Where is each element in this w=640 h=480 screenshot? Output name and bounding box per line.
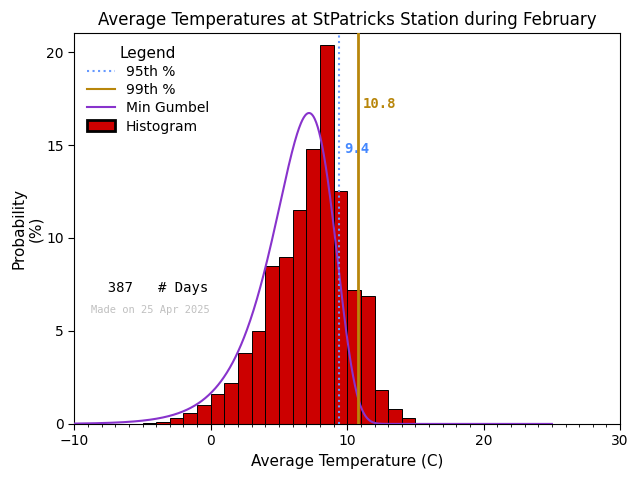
Bar xyxy=(143,423,156,424)
Bar xyxy=(156,422,170,424)
X-axis label: Average Temperature (C): Average Temperature (C) xyxy=(251,454,444,469)
Text: Made on 25 Apr 2025: Made on 25 Apr 2025 xyxy=(91,305,209,315)
Bar xyxy=(388,409,402,424)
Text: 9.4: 9.4 xyxy=(344,142,369,156)
Bar xyxy=(320,45,333,424)
Bar xyxy=(307,149,320,424)
Title: Average Temperatures at StPatricks Station during February: Average Temperatures at StPatricks Stati… xyxy=(98,11,596,29)
Bar xyxy=(170,419,184,424)
Bar xyxy=(361,296,374,424)
Bar xyxy=(333,192,348,424)
Bar xyxy=(211,394,225,424)
Bar xyxy=(184,413,197,424)
Bar xyxy=(238,353,252,424)
Bar xyxy=(252,331,266,424)
Y-axis label: Probability
(%): Probability (%) xyxy=(11,188,44,269)
Legend: 95th %, 99th %, Min Gumbel, Histogram: 95th %, 99th %, Min Gumbel, Histogram xyxy=(81,40,214,139)
Bar xyxy=(402,419,415,424)
Text: 387   # Days: 387 # Days xyxy=(91,281,208,295)
Text: 10.8: 10.8 xyxy=(363,97,396,111)
Bar xyxy=(266,266,279,424)
Bar xyxy=(225,383,238,424)
Bar xyxy=(197,405,211,424)
Bar xyxy=(292,210,307,424)
Bar xyxy=(348,290,361,424)
Bar xyxy=(279,257,292,424)
Bar xyxy=(374,390,388,424)
